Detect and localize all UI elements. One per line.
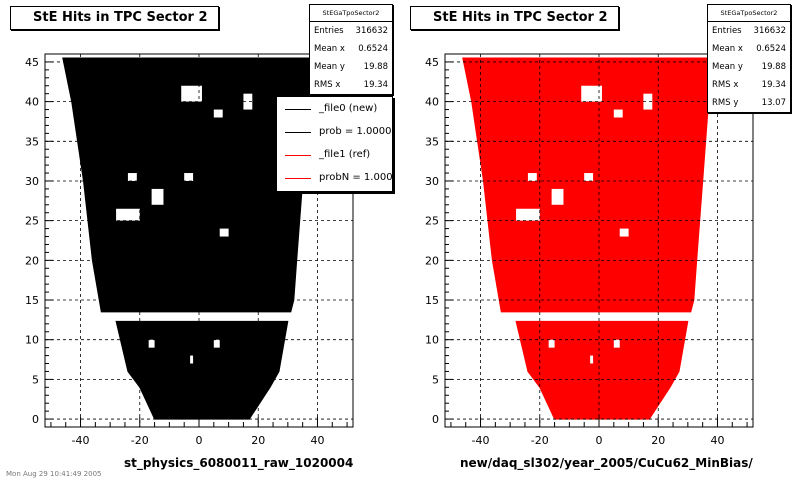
y-tick-label: 25 xyxy=(25,215,39,228)
stats-label: Mean x xyxy=(712,44,743,54)
right-panel: 0 5 10 15 20 25 30 35 40 45 -40 -20 0 20 40 StE Hits i… xyxy=(400,0,800,480)
x-tick-label: 20 xyxy=(651,434,665,447)
stats-row: Mean y 19.88 xyxy=(708,58,790,76)
x-tick-label: -40 xyxy=(472,434,490,447)
dead-channel-patch xyxy=(527,173,537,181)
stats-value: 0.6524 xyxy=(358,44,388,54)
dead-channel-patch xyxy=(243,93,253,110)
stats-label: Mean y xyxy=(712,62,743,72)
stats-label: RMS x xyxy=(712,80,739,90)
x-tick-label: 0 xyxy=(196,434,203,447)
dead-channel-patch xyxy=(184,173,194,181)
y-tick-label: 0 xyxy=(432,413,439,426)
dead-channel-patch xyxy=(613,339,620,348)
y-tick-label: 0 xyxy=(32,413,39,426)
x-tick-label: -20 xyxy=(131,434,149,447)
dead-channel-patch xyxy=(148,339,155,348)
dead-channel-patch xyxy=(116,208,140,221)
stats-row: RMS x 19.34 xyxy=(708,76,790,94)
legend-entry-ref: _file1 (ref) xyxy=(277,144,392,166)
left-title: StE Hits in TPC Sector 2 xyxy=(10,6,219,30)
stats-name: StEGaTpoSector2 xyxy=(708,5,790,22)
stats-value: 316632 xyxy=(753,26,786,36)
y-tick-label: 35 xyxy=(25,135,39,148)
stats-value: 19.88 xyxy=(761,62,786,72)
stats-row: Mean x 0.6524 xyxy=(708,40,790,58)
y-tick-label: 45 xyxy=(25,56,39,69)
right-plot: 0 5 10 15 20 25 30 35 40 45 -40 -20 0 20 40 xyxy=(425,53,754,447)
stats-label: RMS y xyxy=(712,98,739,108)
stats-row: RMS y 13.07 xyxy=(708,94,790,112)
x-tick-label: 40 xyxy=(310,434,324,447)
dead-channel-patch xyxy=(619,228,629,237)
stats-label: Entries xyxy=(314,26,344,36)
left-x-axis-title: st_physics_6080011_raw_1020004 xyxy=(124,456,354,470)
dead-channel-patch xyxy=(213,109,223,118)
x-tick-label: 20 xyxy=(251,434,265,447)
stats-row: Mean x 0.6524 xyxy=(310,40,392,58)
dead-channel-patch xyxy=(590,355,594,364)
stats-name: StEGaTpoSector2 xyxy=(310,5,392,22)
right-title: StE Hits in TPC Sector 2 xyxy=(410,6,619,30)
stats-row: Mean y 19.88 xyxy=(310,58,392,76)
left-stats-box: StEGaTpoSector2 Entries 316632 Mean x 0.652… xyxy=(309,4,393,95)
stats-row: Entries 316632 xyxy=(708,22,790,40)
stats-value: 19.88 xyxy=(363,62,388,72)
stats-value: 19.34 xyxy=(363,80,388,90)
dead-channel-patch xyxy=(213,339,220,348)
x-tick-label: 40 xyxy=(710,434,724,447)
y-tick-label: 15 xyxy=(425,294,439,307)
dead-channel-patch xyxy=(516,208,540,221)
y-tick-label: 15 xyxy=(25,294,39,307)
left-panel: 0 5 10 15 20 25 30 35 40 45 -40 -20 0 20 40 StE Hits i… xyxy=(6,4,393,478)
y-tick-label: 25 xyxy=(425,215,439,228)
stats-value: 19.34 xyxy=(761,80,786,90)
y-tick-label: 10 xyxy=(425,334,439,347)
legend: _file0 (new) prob = 1.000000 _file1 (ref… xyxy=(276,96,393,192)
stats-value: 316632 xyxy=(355,26,388,36)
dead-channel-patch xyxy=(181,85,202,102)
legend-entry-new: _file0 (new) xyxy=(277,98,392,120)
dead-channel-patch xyxy=(219,228,229,237)
y-tick-label: 40 xyxy=(425,96,439,109)
y-tick-label: 40 xyxy=(25,96,39,109)
dead-channel-patch xyxy=(151,188,164,205)
y-tick-label: 5 xyxy=(432,373,439,386)
y-tick-label: 30 xyxy=(425,175,439,188)
right-x-axis-title: new/daq_sl302/year_2005/CuCu62_MinBias/ xyxy=(460,456,753,470)
stats-label: Mean x xyxy=(314,44,345,54)
dead-channel-patch xyxy=(548,339,555,348)
dead-channel-patch xyxy=(127,173,137,181)
dead-channel-patch xyxy=(190,355,194,364)
y-tick-label: 20 xyxy=(25,254,39,267)
stats-value: 13.07 xyxy=(761,98,786,108)
stats-label: Mean y xyxy=(314,62,345,72)
dead-channel-patch xyxy=(551,188,564,205)
y-tick-label: 10 xyxy=(25,334,39,347)
stats-label: Entries xyxy=(712,26,742,36)
stats-label: RMS x xyxy=(314,80,341,90)
legend-entry-probn: probN = 1.000000 xyxy=(277,167,392,189)
y-tick-label: 20 xyxy=(425,254,439,267)
x-tick-label: -20 xyxy=(531,434,549,447)
y-tick-label: 45 xyxy=(425,56,439,69)
stats-value: 0.6524 xyxy=(756,44,786,54)
dead-channel-patch xyxy=(581,85,602,102)
x-tick-label: 0 xyxy=(596,434,603,447)
stats-row: RMS x 19.34 xyxy=(310,76,392,94)
footer-text: Mon Aug 29 10:41:49 2005 xyxy=(6,470,102,478)
x-tick-label: -40 xyxy=(72,434,90,447)
y-tick-label: 5 xyxy=(32,373,39,386)
dead-channel-patch xyxy=(613,109,623,118)
legend-entry-prob: prob = 1.000000 xyxy=(277,121,392,143)
right-stats-box: StEGaTpoSector2 Entries 316632 Mean x 0.652… xyxy=(707,4,791,113)
y-tick-label: 35 xyxy=(425,135,439,148)
stats-row: Entries 316632 xyxy=(310,22,392,40)
y-tick-label: 30 xyxy=(25,175,39,188)
dead-channel-patch xyxy=(584,173,594,181)
dead-channel-patch xyxy=(643,93,653,110)
